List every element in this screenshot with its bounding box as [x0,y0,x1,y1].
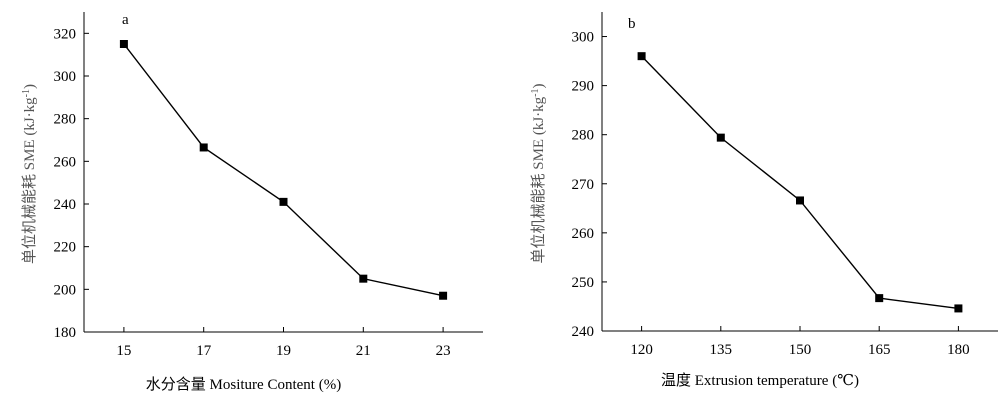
x-axis-title: 水分含量 Mositure Content (%) [146,376,341,393]
panel-label: b [628,16,636,32]
y-tick-label: 260 [54,154,77,170]
data-point [119,40,128,48]
data-point [359,274,368,283]
x-tick-label: 165 [868,342,891,358]
y-tick-label: 280 [572,128,595,144]
panel-label: a [122,12,129,28]
data-point [279,197,288,206]
y-axis-title: 单位机械能耗 SME (kJ·kg-1) [530,83,548,263]
data-point [796,196,804,205]
series-line [123,43,444,297]
data-point [199,143,208,152]
x-tick-label: 19 [276,343,291,359]
y-tick-label: 220 [54,240,77,256]
data-point [875,294,884,303]
x-tick-label: 135 [710,342,733,358]
y-tick-label: 300 [572,30,595,46]
x-tick-label: 21 [356,343,371,359]
x-tick-label: 120 [630,342,653,358]
y-tick-label: 240 [54,197,77,213]
y-tick-label: 180 [54,325,77,341]
data-point [439,291,448,300]
y-axis-title: 单位机械能耗 SME (kJ·kg-1) [21,84,39,264]
y-tick-label: 300 [54,69,77,85]
y-tick-label: 280 [54,112,77,128]
y-tick-label: 250 [572,275,595,291]
y-tick-label: 320 [54,26,77,42]
data-point [716,133,725,142]
y-tick-label: 240 [572,324,595,340]
data-point [637,52,646,61]
y-tick-label: 290 [572,79,595,95]
x-tick-label: 15 [116,343,131,359]
y-tick-label: 260 [572,226,595,242]
x-axis-title: 温度 Extrusion temperature (℃) [661,372,859,389]
y-tick-label: 200 [54,282,77,298]
chart-panel-b: 240 250 260 270 280 290 300 120 135 150 165 180 b 温度 … [530,12,998,389]
chart-panel-a: 180 200 220 240 260 280 300 320 15 17 19 21 23 a 水分含量 … [21,12,483,393]
x-tick-label: 17 [196,343,212,359]
x-tick-label: 23 [436,343,451,359]
data-point [954,304,963,313]
y-tick-label: 270 [572,177,595,193]
series-line [641,55,959,310]
x-tick-label: 180 [947,342,970,358]
x-tick-label: 150 [789,342,812,358]
